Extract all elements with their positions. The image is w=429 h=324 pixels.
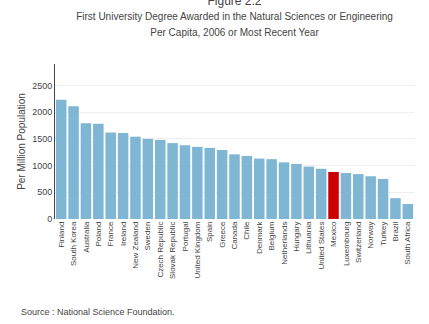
- svg-text:South Korea: South Korea: [69, 221, 78, 266]
- svg-text:Netherlands: Netherlands: [280, 222, 289, 265]
- svg-text:Source : National Science Foun: Source : National Science Foundation.: [21, 307, 175, 317]
- svg-text:Switzerland: Switzerland: [354, 222, 363, 263]
- svg-text:Chile: Chile: [242, 221, 251, 240]
- svg-text:Mexico: Mexico: [329, 221, 338, 247]
- svg-text:Poland: Poland: [94, 222, 103, 247]
- svg-text:France: France: [106, 221, 115, 246]
- svg-text:Slovak Republic: Slovak Republic: [168, 222, 177, 279]
- svg-text:South Africa: South Africa: [403, 221, 412, 265]
- svg-text:Norway: Norway: [366, 222, 375, 249]
- svg-text:Finland: Finland: [57, 222, 66, 248]
- svg-text:500: 500: [37, 187, 52, 197]
- svg-text:Denmark: Denmark: [255, 221, 264, 254]
- svg-text:United Kingdom: United Kingdom: [193, 221, 202, 278]
- svg-text:Per Million Population: Per Million Population: [16, 93, 27, 190]
- svg-text:1000: 1000: [32, 161, 52, 171]
- svg-text:Turkey: Turkey: [379, 222, 388, 246]
- svg-text:Spain: Spain: [205, 222, 214, 242]
- svg-text:Hungary: Hungary: [292, 222, 301, 252]
- svg-text:Figure 2.2First University Deg: Figure 2.2First University Degree Awarde…: [76, 0, 393, 38]
- svg-text:Greece: Greece: [218, 221, 227, 248]
- svg-text:Brazil: Brazil: [391, 221, 400, 241]
- svg-text:Sweden: Sweden: [143, 222, 152, 251]
- svg-text:Luxembourg: Luxembourg: [342, 222, 351, 266]
- svg-text:Ireland: Ireland: [119, 222, 128, 246]
- svg-text:2000: 2000: [32, 107, 52, 117]
- svg-text:Canada: Canada: [230, 221, 239, 250]
- svg-text:Belgium: Belgium: [267, 221, 276, 250]
- svg-text:0: 0: [47, 214, 52, 224]
- svg-text:Australia: Australia: [82, 221, 91, 253]
- svg-text:New Zealand: New Zealand: [131, 222, 140, 269]
- svg-text:Portugal: Portugal: [181, 221, 190, 251]
- svg-text:1500: 1500: [32, 134, 52, 144]
- svg-text:2500: 2500: [32, 81, 52, 91]
- svg-text:Czech Republic: Czech Republic: [156, 222, 165, 278]
- svg-text:Lithuania: Lithuania: [304, 221, 313, 254]
- svg-text:United States: United States: [317, 222, 326, 270]
